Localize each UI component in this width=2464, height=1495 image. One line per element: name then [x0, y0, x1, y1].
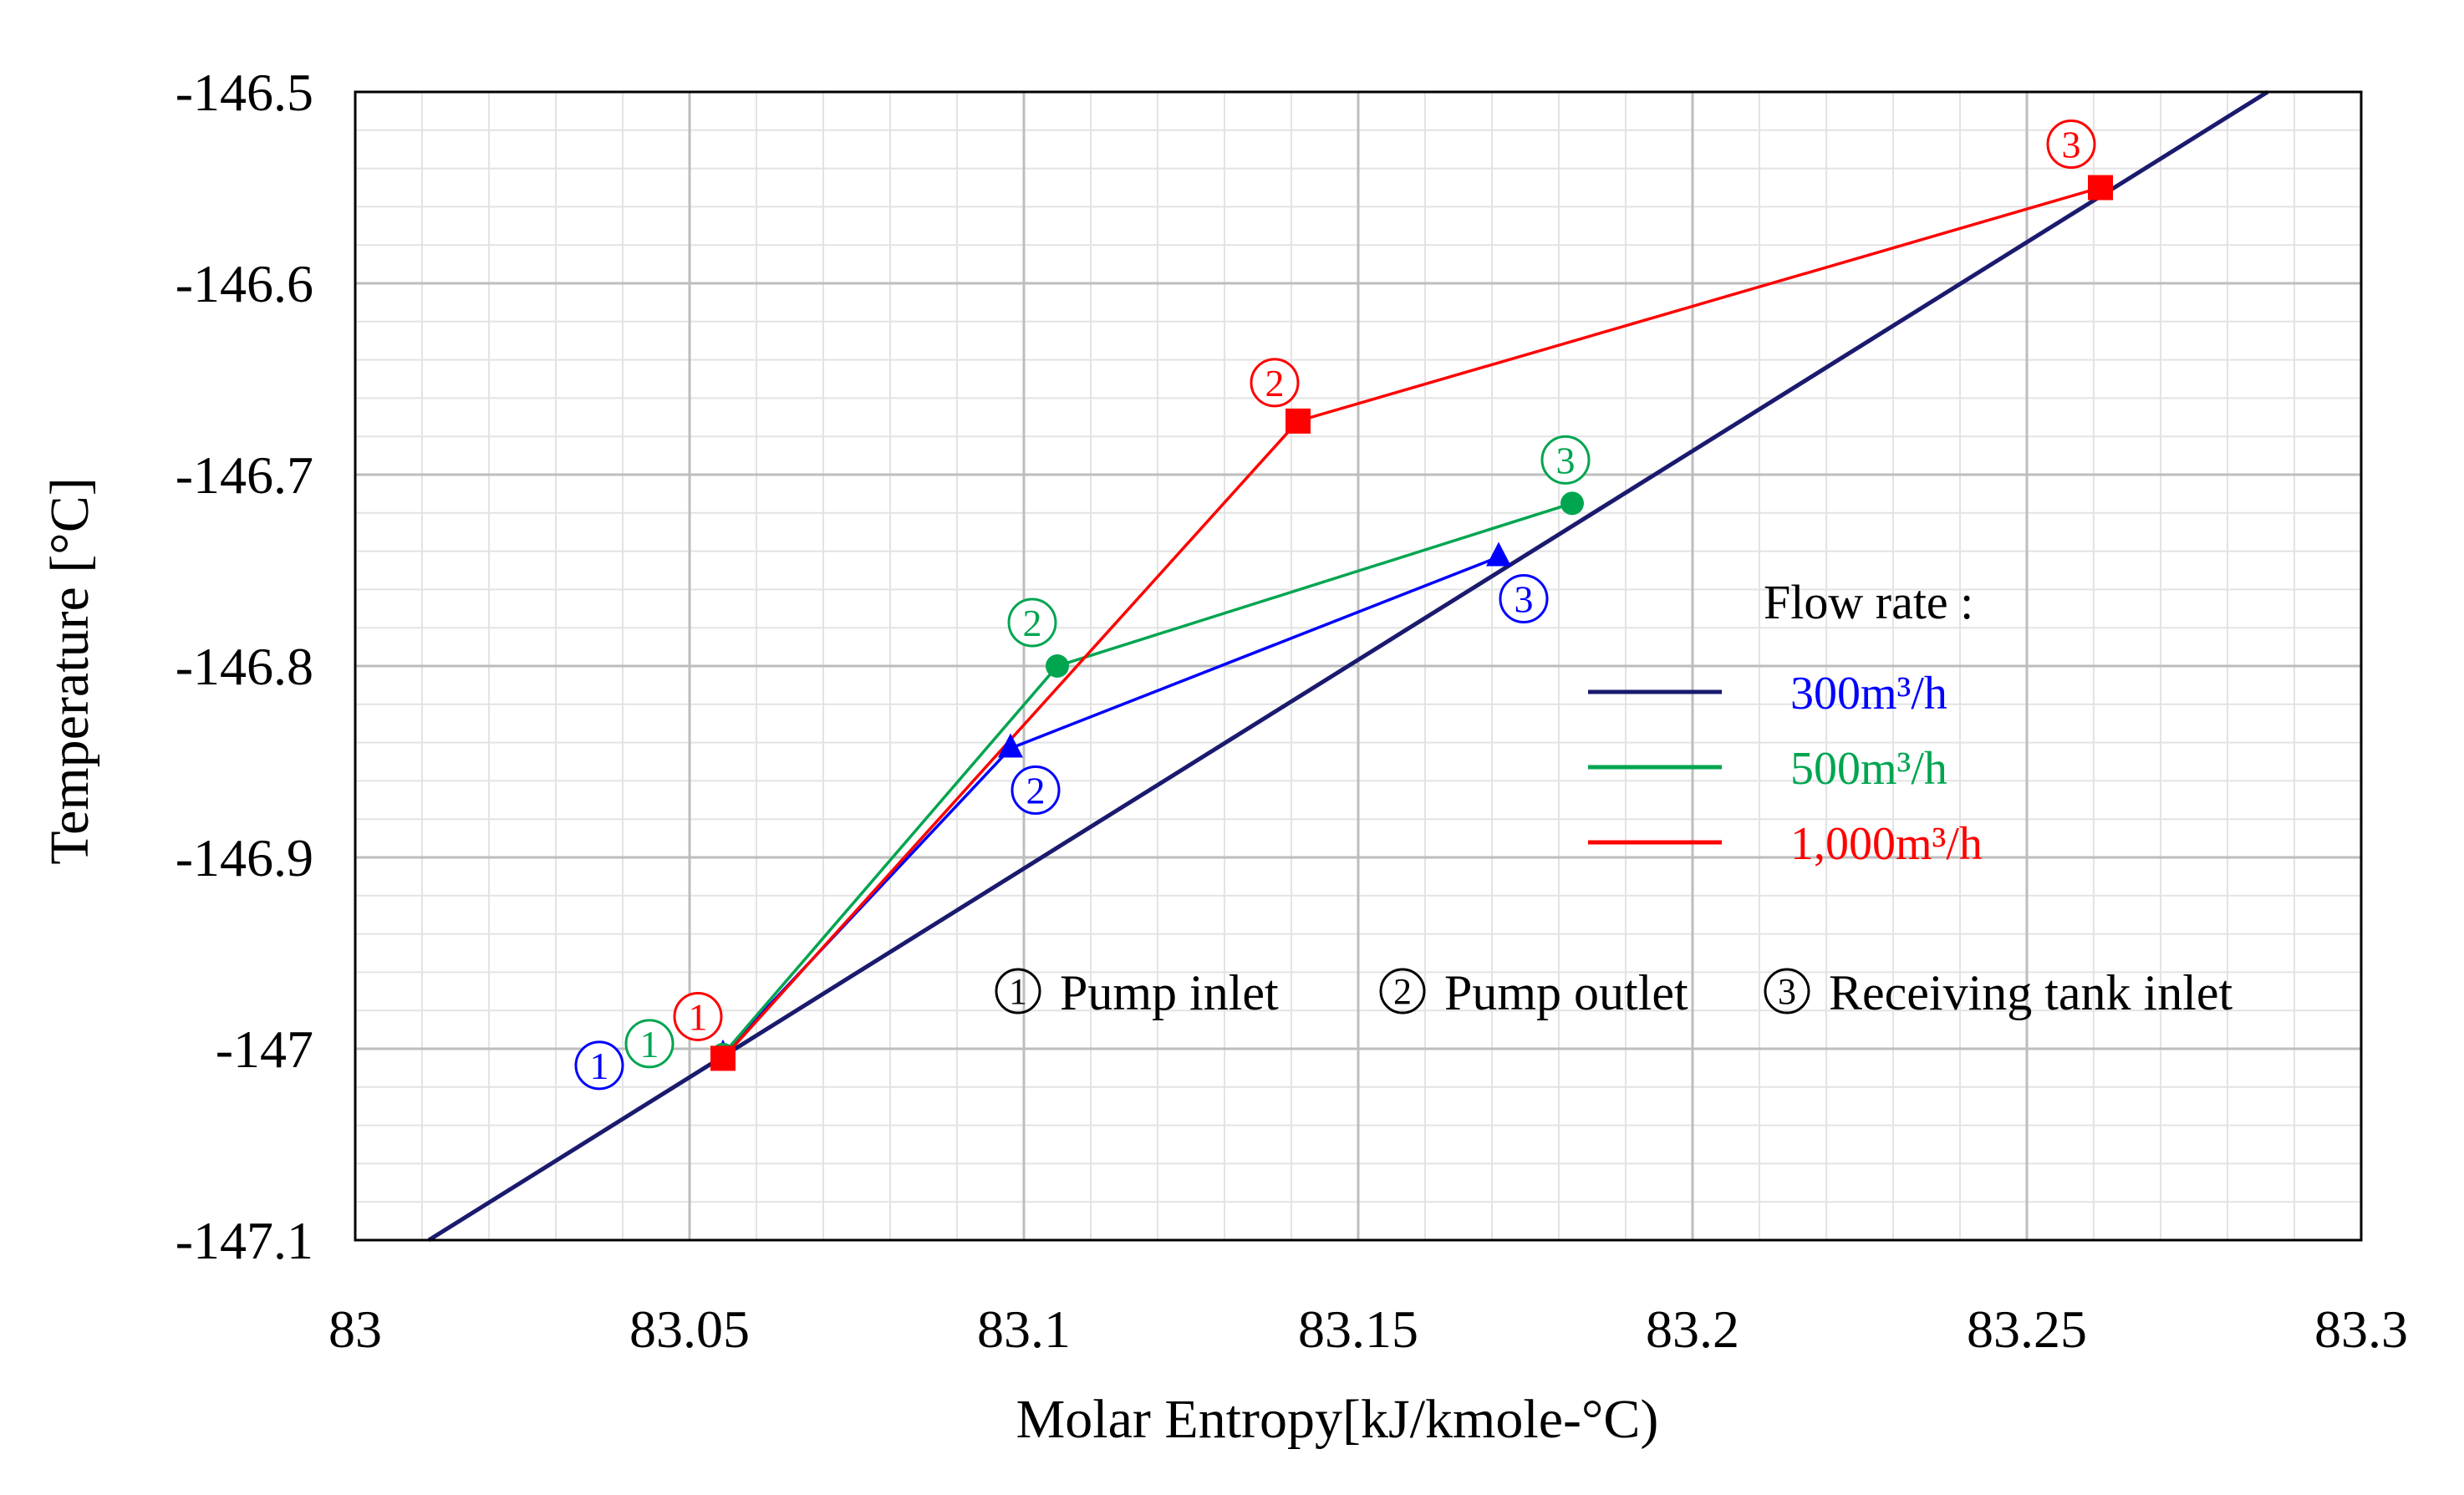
point-key-number: 1: [1009, 971, 1027, 1012]
point-label-circle: [1250, 358, 1300, 408]
y-tick-label: -147.1: [176, 1211, 313, 1270]
legend-label: 500m³/h: [1790, 743, 1947, 795]
point-label: 1: [590, 1045, 609, 1087]
point-key-circle: [1379, 968, 1426, 1014]
x-tick-labels: 83 83.05 83.1 83.15 83.2 83.25 83.3: [328, 1299, 2408, 1359]
point-key-label: Pump inlet: [1060, 965, 1279, 1020]
x-tick-label: 83: [328, 1299, 382, 1359]
y-axis-label: Temperature [°C]: [39, 477, 100, 864]
y-tick-label: -146.7: [176, 445, 313, 505]
point-key-number: 3: [1778, 971, 1796, 1012]
x-axis-label: Molar Entropy[kJ/kmole-°C): [1016, 1389, 1659, 1450]
point-key-label: Pump outlet: [1444, 965, 1688, 1020]
plot-frame: [354, 90, 2363, 1242]
x-tick-label: 83.3: [2314, 1299, 2408, 1359]
point-label: 2: [1265, 362, 1285, 404]
point-label: 3: [1515, 577, 1534, 620]
point-label: 1: [689, 995, 708, 1038]
point-label: 3: [2062, 124, 2081, 166]
point-label-circle: [1011, 765, 1061, 815]
x-tick-label: 83.15: [1298, 1299, 1418, 1359]
point-label-circle: [1499, 573, 1549, 623]
point-label-circle: [574, 1040, 624, 1091]
point-key-label: Receiving tank inlet: [1829, 965, 2233, 1020]
point-label: 3: [1556, 439, 1576, 481]
legend-label: 300m³/h: [1790, 668, 1947, 720]
major-grid: [354, 90, 2363, 1242]
triangle-marker: [998, 733, 1023, 758]
legend-label: 1,000m³/h: [1790, 818, 1983, 870]
point-label-circle: [624, 1019, 675, 1069]
x-tick-label: 83.1: [977, 1299, 1071, 1359]
y-tick-labels: -147.1 -147 -146.9 -146.8 -146.7 -146.6 -146.5: [176, 63, 313, 1270]
point-label: 2: [1023, 602, 1042, 644]
circle-marker: [1046, 654, 1069, 678]
point-label: 1: [640, 1023, 659, 1065]
point-key-circle: [1764, 968, 1810, 1014]
square-marker: [2088, 175, 2113, 201]
x-tick-label: 83.2: [1646, 1299, 1739, 1359]
y-tick-label: -146.9: [176, 828, 313, 887]
point-label-circle: [673, 991, 723, 1041]
point-key-number: 2: [1393, 971, 1412, 1012]
x-tick-label: 83.25: [1967, 1299, 2087, 1359]
square-marker: [710, 1045, 736, 1071]
circle-marker: [1560, 491, 1584, 516]
point-label-circle: [2046, 119, 2096, 169]
legend-title: Flow rate :: [1764, 575, 1973, 629]
y-tick-label: -147: [216, 1020, 313, 1079]
point-key: 1 Pump inlet 2 Pump outlet 3 Receiving tank i…: [995, 965, 2233, 1020]
y-tick-label: -146.8: [176, 637, 313, 696]
x-tick-label: 83.05: [629, 1299, 750, 1359]
point-label: 2: [1026, 769, 1046, 811]
y-tick-label: -146.5: [176, 63, 313, 122]
y-tick-label: -146.6: [176, 254, 313, 313]
point-label-circle: [1007, 597, 1057, 648]
point-key-circle: [995, 968, 1041, 1014]
point-label-circle: [1540, 435, 1591, 485]
triangle-marker: [1486, 542, 1511, 567]
square-marker: [1285, 408, 1311, 434]
series-markers: [710, 175, 2113, 1071]
legend: 300m³/h 500m³/h 1,000m³/h: [1588, 668, 1983, 870]
point-labels: 1 2 3 1 2 3 1 2 3: [574, 119, 2096, 1091]
